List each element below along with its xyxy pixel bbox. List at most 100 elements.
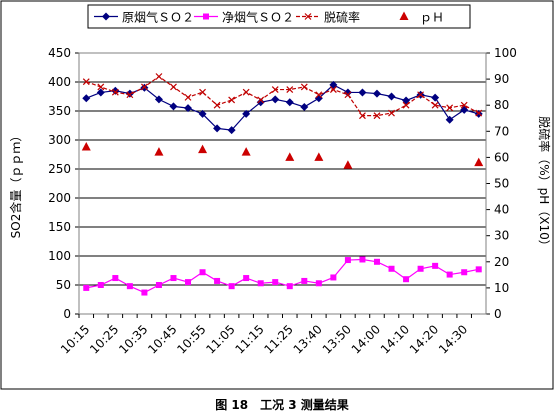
data-point: [445, 115, 454, 124]
data-point: [359, 256, 366, 263]
data-point: [272, 279, 279, 286]
data-point: [431, 93, 440, 102]
series-line: [86, 75, 480, 117]
data-point: [185, 279, 192, 286]
y2-tick-label: 70: [494, 124, 509, 138]
y2-tick-label: 90: [494, 72, 509, 86]
data-point: [315, 91, 323, 99]
y2-tick-label: 0: [494, 307, 502, 321]
data-point: [82, 78, 90, 86]
y2-tick-label: 10: [494, 281, 509, 295]
series-line: [86, 258, 479, 294]
data-point: [315, 280, 322, 287]
data-point: [203, 13, 209, 20]
data-point: [184, 93, 192, 101]
caption: 图 18 工况 3 测量结果: [215, 397, 349, 412]
data-point: [446, 104, 454, 112]
data-point: [198, 144, 208, 154]
data-point: [358, 88, 367, 97]
data-point: [170, 83, 177, 91]
data-point: [460, 101, 468, 109]
data-point: [242, 88, 250, 96]
x-tick-label: 10:25: [87, 322, 121, 356]
legend-label: ｐＨ: [420, 11, 444, 25]
data-point: [97, 282, 104, 288]
data-point: [112, 275, 119, 282]
data-point: [213, 101, 221, 109]
data-point: [402, 101, 410, 109]
y2-tick-label: 20: [494, 255, 509, 269]
data-point: [243, 275, 250, 282]
data-point: [271, 86, 279, 93]
data-point: [102, 12, 110, 21]
x-tick-label: 10:15: [58, 322, 92, 356]
x-tick-label: 13:50: [320, 322, 354, 356]
data-point: [97, 83, 105, 91]
data-point: [111, 88, 119, 96]
data-point: [214, 277, 221, 284]
data-point: [344, 91, 352, 99]
data-point: [82, 94, 91, 103]
data-point: [285, 98, 294, 107]
data-point: [399, 11, 409, 20]
data-point: [96, 88, 105, 97]
data-point: [373, 258, 380, 265]
data-point: [184, 104, 193, 113]
data-point: [228, 283, 235, 290]
y2-axis-title: 脱硫率（%）pH（X10）: [537, 116, 552, 252]
y-tick-label: 450: [48, 46, 71, 60]
y-axis-title: SO2含量（ｐｐｍ）: [8, 130, 23, 239]
y2-tick-label: 80: [494, 98, 509, 112]
legend-label: 净烟气ＳＯ２: [222, 10, 294, 25]
x-tick-label: 10:45: [145, 322, 179, 356]
data-point: [140, 83, 148, 91]
data-point: [286, 86, 294, 93]
x-tick-label: 11:05: [203, 322, 237, 356]
data-point: [403, 276, 410, 283]
y-tick-label: 300: [48, 133, 71, 147]
data-point: [154, 147, 164, 156]
x-tick-label: 10:55: [174, 322, 208, 356]
data-point: [155, 282, 162, 288]
y-tick-label: 200: [48, 191, 71, 205]
data-point: [81, 141, 91, 151]
data-point: [343, 160, 353, 169]
data-point: [271, 95, 280, 104]
data-point: [432, 262, 439, 269]
y-tick-label: 250: [48, 162, 71, 176]
x-tick-label: 11:25: [262, 322, 296, 356]
data-point: [126, 283, 133, 290]
data-point: [475, 109, 483, 117]
data-point: [300, 83, 308, 91]
data-point: [256, 98, 265, 107]
data-point: [199, 269, 206, 276]
data-point: [285, 152, 295, 161]
data-point: [330, 274, 337, 281]
y2-tick-label: 50: [494, 177, 509, 191]
data-point: [257, 280, 264, 287]
y-tick-label: 150: [48, 220, 71, 234]
data-point: [169, 102, 178, 111]
data-point: [199, 88, 206, 96]
data-point: [417, 265, 424, 272]
chart-frame: [0, 0, 554, 390]
data-point: [125, 89, 134, 98]
x-tick-label: 11:15: [232, 322, 266, 356]
data-point: [140, 83, 149, 92]
data-point: [241, 147, 251, 156]
data-point: [286, 283, 293, 290]
y2-tick-label: 30: [494, 229, 509, 243]
data-point: [198, 109, 207, 118]
data-point: [417, 91, 425, 99]
legend-label: 原烟气ＳＯ２: [122, 10, 194, 25]
y2-tick-label: 100: [494, 46, 517, 60]
data-point: [141, 289, 148, 296]
x-tick-label: 14:00: [349, 322, 383, 356]
series-line: [86, 84, 479, 131]
data-point: [359, 112, 366, 120]
y2-tick-label: 60: [494, 150, 509, 164]
data-point: [83, 284, 90, 291]
data-point: [242, 109, 251, 118]
data-point: [387, 92, 396, 101]
data-point: [227, 126, 236, 135]
